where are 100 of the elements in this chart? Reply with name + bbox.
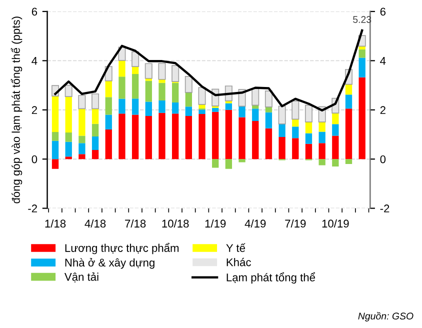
bar [252,120,259,160]
bar [252,108,259,121]
bar [92,150,99,160]
bar [292,138,299,160]
bar [332,159,339,166]
y2-tick-label: 4 [380,57,386,65]
bar [105,80,112,98]
bar [345,84,352,95]
bar [238,159,246,162]
bar [52,140,59,160]
bar [345,108,352,160]
bar [92,93,100,110]
bar [184,76,192,93]
y-tick-label: 4 [32,57,38,65]
x-tick-label: 10/18 [162,219,189,228]
bar [345,159,352,164]
bar [305,133,312,144]
y-axis-title: đóng góp vào lạm phát tổng thể (ppts) [10,16,22,204]
bar [332,124,339,136]
bar [318,132,326,144]
bar [238,106,246,118]
x-tick-label: 1/19 [205,219,226,228]
bar [185,116,192,160]
bar [78,94,86,110]
bar [52,159,59,169]
bar [318,122,326,132]
line-series [54,29,364,112]
bar [172,65,180,82]
bar [252,88,260,106]
x-tick-label: 1/18 [45,219,66,228]
legend-label: Lương thực thực phẩm [65,242,179,254]
y-tick-label: 2 [32,106,37,114]
x-tick-label: 7/18 [125,219,146,228]
y-tick-label: -2 [28,204,37,212]
bar [198,87,206,105]
bar [92,108,99,124]
bar [332,136,339,160]
bar [105,114,112,130]
bar [278,124,286,137]
bar [132,66,139,74]
x-tick-label: 10/19 [322,219,349,228]
y2-tick-label: -2 [380,204,390,212]
bar [292,119,299,127]
bar [158,100,166,113]
bar [185,92,192,107]
bar [265,106,272,112]
bar [92,136,99,150]
bar [238,117,246,160]
bar [265,112,272,128]
bar [305,122,312,134]
legend-label: Lạm phát tổng thể [226,272,316,284]
y-tick-label: 6 [32,8,38,16]
bar [145,116,152,160]
bar [144,63,152,79]
bar [304,104,312,122]
bar [64,84,72,98]
bar [118,98,126,114]
bar [118,76,126,99]
bar [225,159,232,169]
text: Nguồn: GSO [358,312,414,322]
bar [212,112,219,160]
legend-label: Khác [226,258,251,266]
bar [118,114,126,160]
bar [318,143,326,160]
x-tick-label: 4/19 [244,219,266,228]
bar [65,156,72,160]
legend-label: Vận tải [64,272,98,282]
bar [212,159,219,168]
bar [158,82,166,101]
y2-tick-label: 0 [380,155,386,164]
bar [358,58,366,78]
bar [292,100,300,120]
x-tick-label: 7/19 [285,219,306,228]
bar [292,126,299,138]
bar [52,96,59,132]
bar [305,144,312,160]
bar [212,108,219,112]
bar [78,136,86,144]
y2-tick-label: 2 [380,106,386,114]
bar [78,154,86,160]
bar [65,96,72,133]
bar [65,142,72,157]
bar [172,82,179,102]
bar [132,114,139,160]
bar [78,108,86,136]
bar [118,60,126,77]
bar [92,124,99,136]
bar [318,159,326,166]
bar [358,46,366,50]
bar [65,132,72,142]
bar [158,62,166,80]
bar [332,113,339,124]
legend-label: Nhà ở & xây dựng [65,258,154,269]
bar [172,114,179,160]
bar [158,79,166,83]
bar [105,130,112,160]
legend-label: Y tế [226,243,246,252]
y2-tick-label: 6 [380,8,386,16]
bar [198,110,206,114]
bar [145,102,152,116]
